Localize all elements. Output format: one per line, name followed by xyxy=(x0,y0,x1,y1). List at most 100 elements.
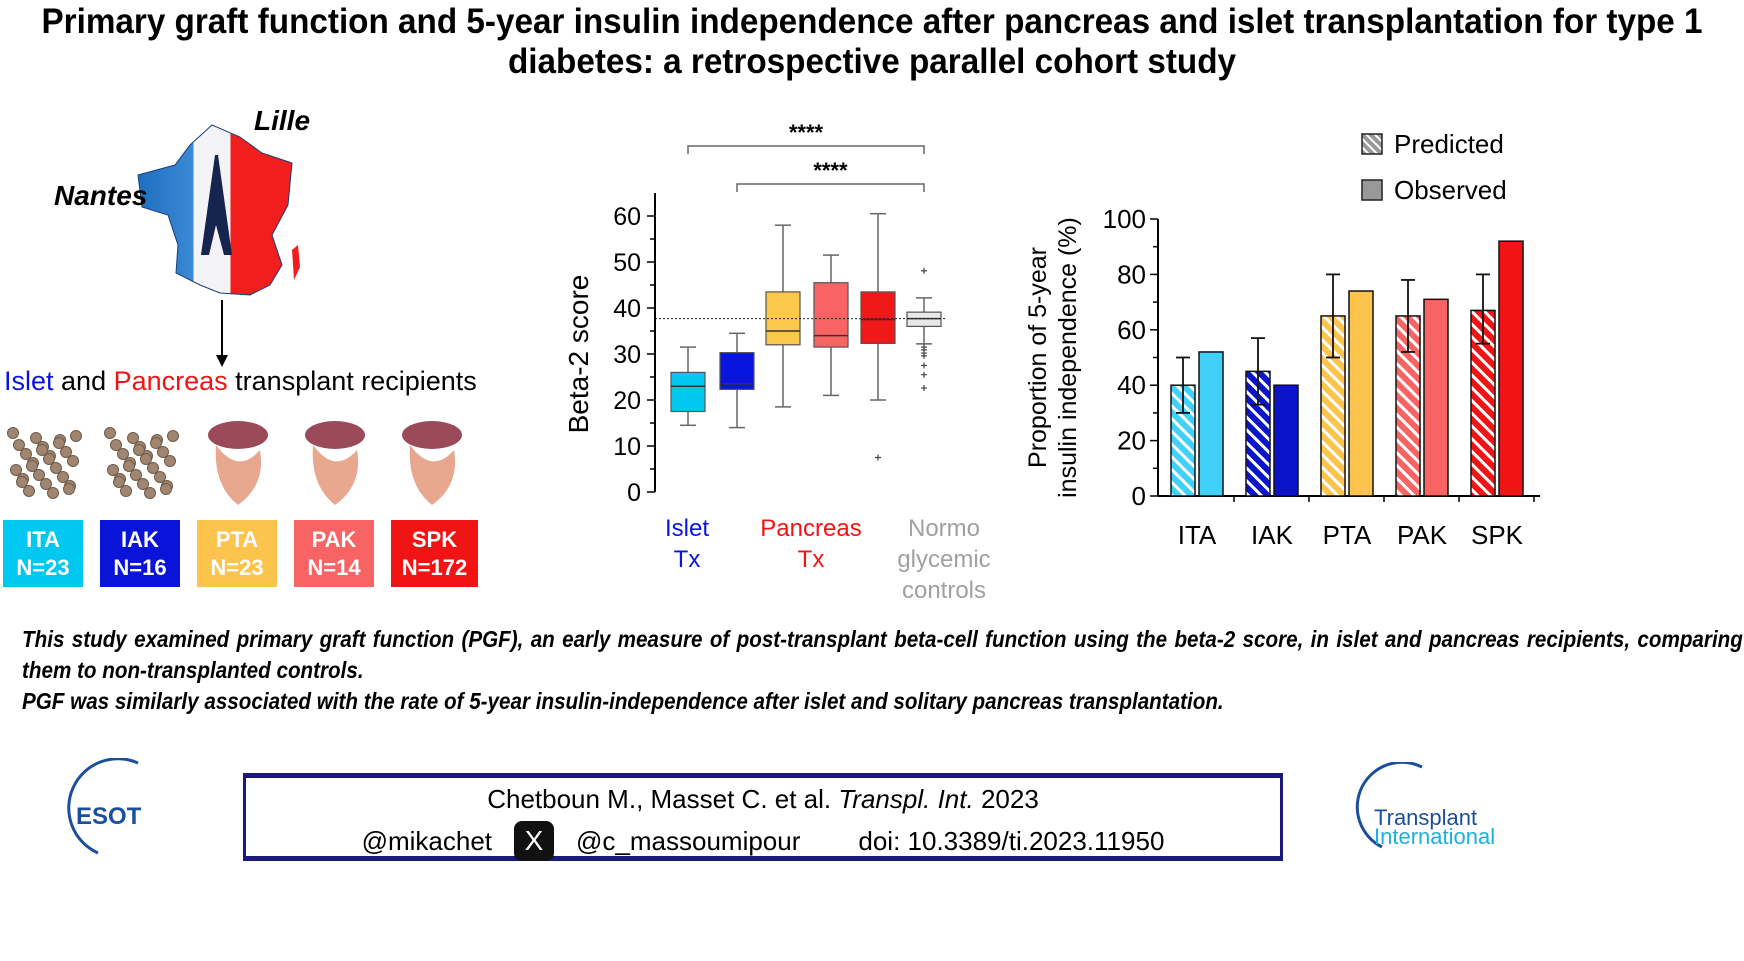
y-tick-label: 0 xyxy=(1132,481,1146,511)
significance-label: **** xyxy=(789,120,824,145)
legend-swatch-observed xyxy=(1361,179,1383,201)
group-badge-pta: PTA N=23 xyxy=(197,520,277,587)
bar-group-pak: PAK xyxy=(1395,279,1460,550)
group-badge-pak: PAK N=14 xyxy=(294,520,374,587)
islet-cell xyxy=(107,464,119,476)
significance-bracket xyxy=(687,145,925,154)
islet-cell xyxy=(50,462,62,474)
islet-cell xyxy=(110,439,122,451)
pancreas-word: Pancreas xyxy=(113,366,228,396)
outlier-point xyxy=(921,371,927,378)
bar-observed xyxy=(1423,298,1449,497)
islet-cell xyxy=(133,444,145,456)
islet-cell xyxy=(120,485,132,497)
islet-cell xyxy=(67,455,79,467)
islet-cell xyxy=(137,478,149,490)
arrow-down-icon xyxy=(216,355,228,367)
category-label: Pancreas xyxy=(760,515,861,542)
outlier-point xyxy=(875,454,881,461)
city-label-lille: Lille xyxy=(254,105,311,136)
x-tick-label: SPK xyxy=(1471,520,1524,550)
significance-label: **** xyxy=(813,158,848,183)
islet-cell xyxy=(147,462,159,474)
graft-icons xyxy=(7,421,462,505)
islet-cell xyxy=(144,487,156,499)
y-tick-label: 30 xyxy=(613,341,641,369)
islet-cell xyxy=(20,448,32,460)
summary-text: This study examined primary graft functi… xyxy=(22,624,1743,717)
islet-cell xyxy=(123,460,135,472)
recipients-rest: transplant recipients xyxy=(227,366,477,396)
twitter-handle-1[interactable]: @mikachet xyxy=(361,825,493,856)
y-tick-label: 0 xyxy=(627,479,641,507)
group-n: N=23 xyxy=(210,555,264,580)
doi-link[interactable]: doi: 10.3389/ti.2023.11950 xyxy=(858,825,1165,856)
islet-cell xyxy=(13,439,25,451)
y-tick-label: 60 xyxy=(1117,315,1146,345)
islet-cell xyxy=(127,432,139,444)
y-axis-label-line2: insulin independence (%) xyxy=(1054,217,1082,498)
islet-cell xyxy=(23,485,35,497)
islet-cell xyxy=(150,437,162,449)
islet-cell xyxy=(40,478,52,490)
box-spk xyxy=(860,212,896,461)
x-tick-label: IAK xyxy=(1251,520,1294,550)
islet-cell xyxy=(130,469,142,481)
islet-cell xyxy=(117,448,129,460)
y-tick-label: 20 xyxy=(1117,426,1146,456)
bar-observed xyxy=(1348,290,1374,497)
outlier-point xyxy=(921,267,927,274)
group-n: N=16 xyxy=(113,555,167,580)
ti-logo-line1: Transplant xyxy=(1374,805,1477,830)
box-pta xyxy=(765,224,801,408)
beta2-boxplot: 0 10 20 30 40 50 60 Beta-2 score **** **** Islet Tx… xyxy=(563,120,991,604)
bar-group-pta: PTA xyxy=(1320,273,1385,550)
pancreas-organ-icon xyxy=(208,421,268,505)
islet-cells-icon xyxy=(7,427,82,499)
islet-cell xyxy=(57,471,69,483)
category-label: Tx xyxy=(674,546,701,573)
box-iqr xyxy=(813,282,849,348)
x-tick-label: PTA xyxy=(1323,520,1372,550)
box-ita xyxy=(670,346,706,427)
category-label: Tx xyxy=(798,546,825,573)
box-iak xyxy=(719,332,755,429)
islet-cell xyxy=(154,471,166,483)
recipients-heading: Islet and Pancreas transplant recipients xyxy=(4,366,477,397)
outlier-point xyxy=(921,352,927,359)
islet-cell xyxy=(160,483,172,495)
y-tick-label: 60 xyxy=(613,203,641,231)
group-n: N=23 xyxy=(16,555,70,580)
group-n: N=172 xyxy=(401,555,468,580)
category-label: glycemic xyxy=(897,546,990,573)
islet-cell xyxy=(60,446,72,458)
group-badge-spk: SPK N=172 xyxy=(391,520,478,587)
and-word: and xyxy=(53,366,114,396)
group-code: ITA xyxy=(26,527,60,552)
y-tick-label: 40 xyxy=(1117,370,1146,400)
x-tick-label: ITA xyxy=(1178,520,1217,550)
summary-line-2: PGF was similarly associated with the ra… xyxy=(22,688,1224,714)
twitter-handle-2[interactable]: @c_massoumipour xyxy=(576,825,801,856)
bar-observed xyxy=(1198,351,1224,497)
islet-cell xyxy=(53,437,65,449)
box-controls xyxy=(906,267,942,392)
y-tick-label: 20 xyxy=(613,387,641,415)
pancreas-organ-icon xyxy=(305,421,365,505)
islet-cell xyxy=(113,476,125,488)
islet-cell xyxy=(16,476,28,488)
group-code: PTA xyxy=(215,527,259,552)
eiffel-tower-icon xyxy=(201,155,232,255)
outlier-point xyxy=(921,362,927,369)
islet-cell xyxy=(36,444,48,456)
group-badge-iak: IAK N=16 xyxy=(100,520,180,587)
box-iqr xyxy=(860,291,896,345)
ti-logo-line2: International xyxy=(1374,824,1495,849)
islet-cell xyxy=(47,487,59,499)
bar-observed xyxy=(1498,240,1524,497)
citation-year: 2023 xyxy=(973,784,1039,814)
y-axis-label: Beta-2 score xyxy=(563,275,594,434)
esot-logo: ESOT xyxy=(67,758,142,855)
islet-cell xyxy=(10,464,22,476)
islet-cell xyxy=(30,432,42,444)
